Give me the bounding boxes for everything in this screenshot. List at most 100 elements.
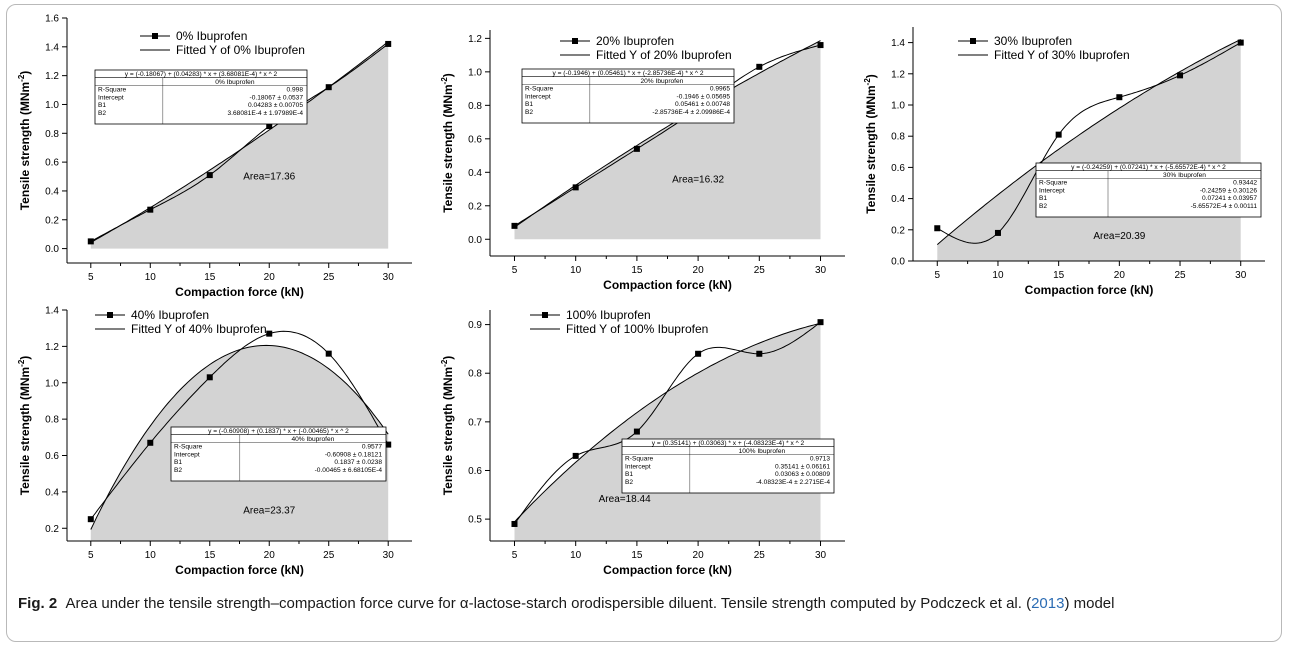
fit-row-label: B2 [625,479,633,486]
figure-panels: 5 10 15 20 25 30 0.0 0.2 0.4 0.6 0.8 1.0 1.2 1.4 1.6 Co… [17,14,1265,577]
fit-row-label: B2 [525,109,533,116]
fit-table-border [1035,162,1262,218]
data-point-marker [511,222,518,229]
fit-row-value: -2.85736E-4 ± 2.09986E-4 [652,109,730,116]
legend-label-data: 20% Ibuprofen [596,34,674,48]
x-tick-label: 20 [264,272,276,283]
x-tick-label: 15 [631,265,643,276]
y-tick-label: 0.7 [468,417,482,428]
area-under-curve [937,39,1241,262]
x-tick-label: 25 [1174,270,1186,281]
data-point-marker [817,319,824,326]
x-tick-label: 5 [512,265,518,276]
y-tick-label: 1.4 [45,42,59,53]
x-tick-label: 25 [754,265,766,276]
fit-row-label: R-Square [174,444,203,451]
data-point-marker [87,516,94,523]
y-tick-label: 0.8 [468,369,482,380]
legend-label-fit: Fitted Y of 40% Ibuprofen [131,322,267,336]
fit-table-border [94,69,308,125]
data-series-line [514,44,821,227]
fit-row-label: B1 [525,101,533,108]
fitted-curve-line [90,344,389,530]
x-axis-title: Compaction force (kN) [175,285,304,299]
y-tick-label: 0.9 [468,320,482,331]
x-tick-label: 5 [88,272,94,283]
y-axis-title: Tensile strength (MNm-2) [440,73,455,213]
y-tick-label: 0.6 [45,158,59,169]
fitted-curve-line [514,40,821,228]
chart-panel: 5 10 15 20 25 30 0.5 0.6 0.7 0.8 0.9 Compaction for… [440,308,845,577]
y-tick-label: 1.0 [891,101,905,112]
data-point-marker [633,145,640,152]
fit-table-header: 0% Ibuprofen [215,79,255,86]
legend-label-fit: Fitted Y of 0% Ibuprofen [176,43,305,57]
x-tick-label: 15 [204,272,216,283]
y-tick-label: 1.2 [468,34,482,45]
y-axis-title: Tensile strength (MNm-2) [440,356,455,496]
x-tick-label: 5 [88,550,94,561]
x-axis-title: Compaction force (kN) [1025,283,1154,297]
fit-row-label: Intercept [525,93,551,100]
data-point-marker [206,172,213,179]
x-tick-label: 5 [934,270,940,281]
data-point-marker [1237,39,1244,46]
area-under-curve [514,40,821,240]
fit-stats-table: y = (0.35141) + (0.03063) * x + (-4.0832… [621,438,835,494]
fit-row-label: Intercept [625,463,651,470]
data-point-marker [817,42,824,49]
data-point-marker [87,238,94,245]
legend-marker-data [542,312,548,318]
chart-panel: 5 10 15 20 25 30 0.0 0.2 0.4 0.6 0.8 1.0 1.2 1.4 Compa… [863,27,1265,297]
legend-marker-data [107,312,113,318]
fit-row-label: B2 [1039,203,1047,210]
chart-panel: 5 10 15 20 25 30 0.2 0.4 0.6 0.8 1.0 1.2 1.4 Compacti… [17,306,412,577]
fit-row-value: 0.9965 [710,86,731,93]
fit-row-value: 0.07241 ± 0.03957 [1202,195,1257,202]
y-tick-label: 0.6 [45,451,59,462]
legend-label-data: 0% Ibuprofen [176,29,247,43]
x-tick-label: 20 [1114,270,1126,281]
data-point-marker [695,350,702,357]
fit-row-label: Intercept [1039,187,1065,194]
y-tick-label: 0.8 [891,132,905,143]
fit-row-value: 0.998 [286,87,303,94]
fit-row-value: -0.00465 ± 6.68105E-4 [315,467,383,474]
fit-row-label: Intercept [98,94,124,101]
x-tick-label: 30 [815,265,827,276]
legend-label-fit: Fitted Y of 30% Ibuprofen [994,48,1130,62]
area-label: Area=16.32 [672,174,724,185]
data-point-marker [385,40,392,47]
data-point-marker [147,206,154,213]
data-point-marker [994,229,1001,236]
x-tick-label: 30 [1235,270,1247,281]
fit-equation: y = (-0.1946) + (0.05461) * x + (-2.8573… [553,70,704,77]
y-tick-label: 0.0 [45,244,59,255]
x-tick-label: 20 [693,265,705,276]
legend-marker-data [572,38,578,44]
fit-stats-table: y = (-0.1946) + (0.05461) * x + (-2.8573… [521,68,735,124]
fit-table-header: 30% Ibuprofen [1163,172,1206,179]
legend-marker-data [970,38,976,44]
legend-label-data: 30% Ibuprofen [994,34,1072,48]
fit-row-value: 0.1837 ± 0.0238 [334,459,382,466]
data-point-marker [266,123,273,130]
figure-caption: Fig. 2 Area under the tensile strength–c… [18,593,1273,614]
area-label: Area=18.44 [599,494,651,505]
data-point-marker [511,520,518,527]
data-series-line [937,42,1241,244]
x-axis-title: Compaction force (kN) [603,278,732,292]
caption-citation-link[interactable]: 2013 [1031,595,1065,612]
fit-row-value: 0.04283 ± 0.00705 [248,102,303,109]
fit-stats-table: y = (-0.18067) + (0.04283) * x + (3.6808… [94,69,308,125]
y-tick-label: 0.4 [45,186,59,197]
data-point-marker [385,441,392,448]
data-series-line [90,43,389,242]
fit-table-header: 20% Ibuprofen [640,78,683,85]
fit-row-label: B1 [1039,195,1047,202]
x-tick-label: 15 [204,550,216,561]
caption-text: Area under the tensile strength–compacti… [65,595,1032,612]
